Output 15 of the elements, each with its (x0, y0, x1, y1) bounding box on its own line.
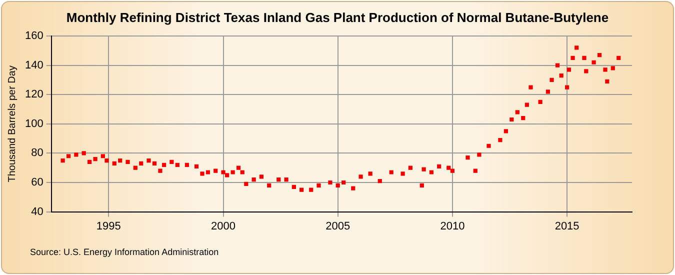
y-axis-title: Thousand Barrels per Day (6, 66, 18, 182)
y-tick-label: 160 (24, 30, 44, 42)
x-tick-label: 1995 (96, 220, 121, 232)
y-tick-label: 60 (31, 176, 44, 189)
x-tick-label: 2015 (554, 220, 580, 232)
source-note: Source: U.S. Energy Information Administration (30, 247, 219, 257)
y-tick-label: 140 (24, 59, 44, 72)
y-tick-label: 120 (24, 88, 44, 101)
chart-title: Monthly Refining District Texas Inland Gas Plant Production of Normal Butane-Butylene (65, 10, 610, 25)
y-tick-label: 100 (24, 118, 44, 130)
x-tick-label: 2010 (440, 220, 465, 232)
y-tick-label: 80 (31, 147, 44, 160)
y-tick-label: 40 (31, 206, 44, 218)
x-tick-label: 2005 (326, 220, 350, 232)
x-tick-label: 2000 (211, 220, 236, 232)
